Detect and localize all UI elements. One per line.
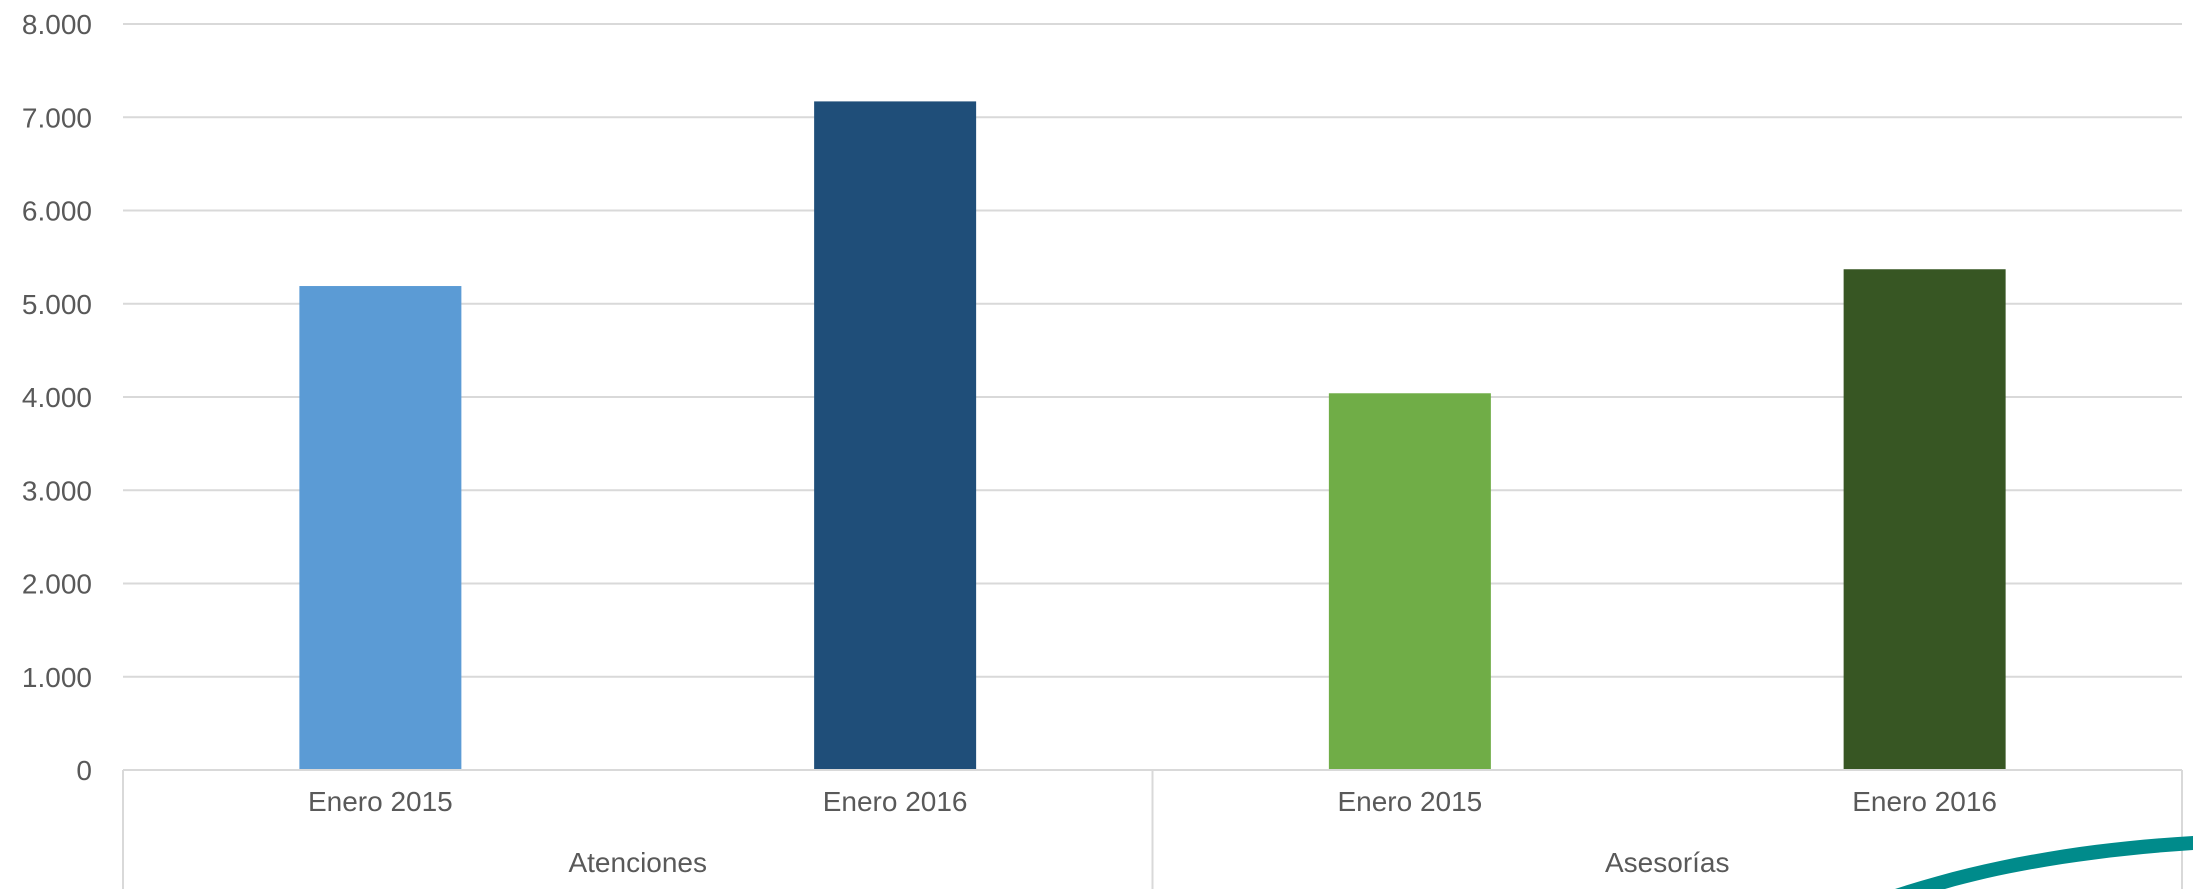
y-tick-label: 0 <box>76 755 92 786</box>
x-axis <box>122 769 2183 889</box>
group-label: Asesorías <box>1605 847 1730 878</box>
y-tick-label: 3.000 <box>22 475 92 506</box>
y-tick-label: 1.000 <box>22 662 92 693</box>
y-tick-label: 6.000 <box>22 196 92 227</box>
bars <box>299 101 2006 770</box>
teal-swoosh-decoration <box>1895 836 2193 889</box>
x-axis-category-labels: Enero 2015 Enero 2016 Enero 2015 Enero 2016 <box>308 786 1997 817</box>
y-tick-label: 4.000 <box>22 382 92 413</box>
bar <box>1843 269 2006 770</box>
gridlines <box>123 23 2182 678</box>
y-tick-label: 8.000 <box>22 9 92 40</box>
y-tick-label: 2.000 <box>22 569 92 600</box>
y-tick-label: 5.000 <box>22 289 92 320</box>
x-axis-group-labels: Atenciones Asesorías <box>568 847 1729 878</box>
bar <box>1328 393 1491 770</box>
x-tick-label: Enero 2016 <box>823 786 968 817</box>
bar <box>814 101 977 770</box>
group-label: Atenciones <box>568 847 707 878</box>
x-tick-label: Enero 2015 <box>308 786 453 817</box>
y-tick-label: 7.000 <box>22 102 92 133</box>
x-tick-label: Enero 2016 <box>1852 786 1997 817</box>
bar <box>299 286 462 770</box>
y-axis-ticks: 0 1.000 2.000 3.000 4.000 5.000 6.000 7.000 8.00… <box>22 9 92 786</box>
x-tick-label: Enero 2015 <box>1337 786 1482 817</box>
